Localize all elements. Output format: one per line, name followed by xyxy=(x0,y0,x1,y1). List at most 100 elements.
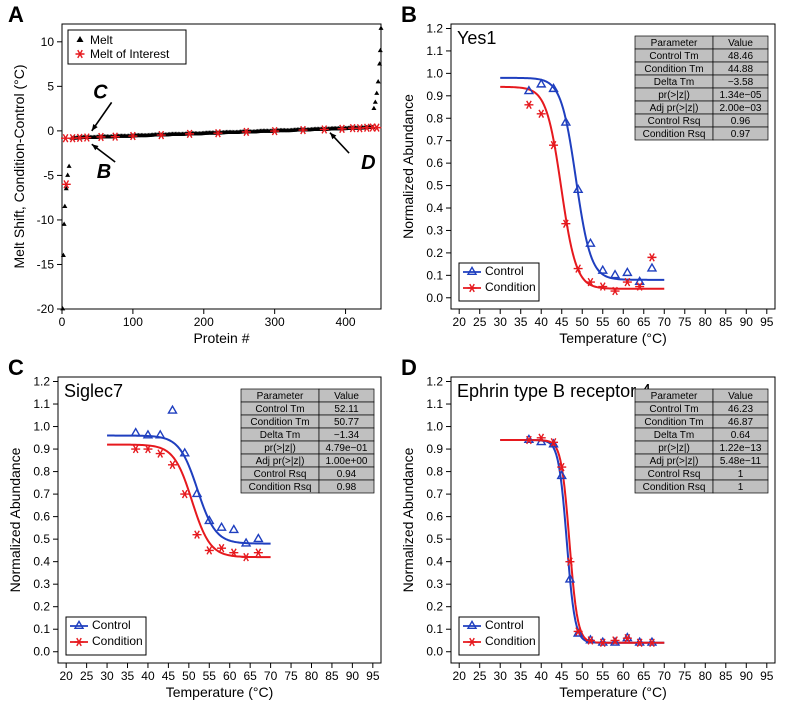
svg-text:0.6: 0.6 xyxy=(33,510,50,524)
svg-text:50: 50 xyxy=(182,669,196,683)
svg-text:5: 5 xyxy=(47,79,54,93)
svg-text:35: 35 xyxy=(121,669,135,683)
svg-text:80: 80 xyxy=(305,669,319,683)
svg-text:70: 70 xyxy=(264,669,278,683)
svg-text:Condition Tm: Condition Tm xyxy=(644,417,703,428)
svg-text:55: 55 xyxy=(596,669,610,683)
svg-text:-5: -5 xyxy=(43,168,54,182)
svg-text:0.4: 0.4 xyxy=(426,201,443,215)
svg-text:65: 65 xyxy=(637,669,651,683)
svg-text:4.79e−01: 4.79e−01 xyxy=(326,443,368,454)
svg-text:0.97: 0.97 xyxy=(731,129,751,140)
svg-text:46.87: 46.87 xyxy=(728,417,753,428)
svg-text:1.1: 1.1 xyxy=(426,44,443,58)
svg-text:55: 55 xyxy=(596,315,610,329)
svg-text:Control: Control xyxy=(92,618,131,632)
svg-text:25: 25 xyxy=(80,669,94,683)
svg-text:45: 45 xyxy=(162,669,176,683)
svg-text:0.3: 0.3 xyxy=(426,223,443,237)
svg-text:45: 45 xyxy=(555,315,569,329)
svg-text:Control Rsq: Control Rsq xyxy=(254,469,307,480)
svg-text:B: B xyxy=(97,161,111,183)
svg-text:0.94: 0.94 xyxy=(337,469,357,480)
svg-text:Melt: Melt xyxy=(90,33,113,47)
svg-text:Protein #: Protein # xyxy=(193,330,249,346)
svg-text:48.46: 48.46 xyxy=(728,51,753,62)
svg-text:A: A xyxy=(8,2,24,27)
svg-text:0.6: 0.6 xyxy=(426,156,443,170)
svg-text:65: 65 xyxy=(243,669,257,683)
svg-text:1.0: 1.0 xyxy=(33,420,50,434)
svg-text:0.0: 0.0 xyxy=(426,645,443,659)
svg-text:1.22e−13: 1.22e−13 xyxy=(720,443,762,454)
svg-text:1.1: 1.1 xyxy=(33,397,50,411)
svg-text:Control Tm: Control Tm xyxy=(649,404,698,415)
svg-text:30: 30 xyxy=(494,669,508,683)
svg-text:40: 40 xyxy=(535,315,549,329)
svg-text:pr(>|z|): pr(>|z|) xyxy=(264,443,296,454)
svg-text:75: 75 xyxy=(284,669,298,683)
svg-text:60: 60 xyxy=(223,669,237,683)
svg-text:0.2: 0.2 xyxy=(426,246,443,260)
svg-text:Yes1: Yes1 xyxy=(457,28,496,48)
svg-text:0.4: 0.4 xyxy=(33,555,50,569)
svg-text:80: 80 xyxy=(699,669,713,683)
svg-text:0.7: 0.7 xyxy=(33,487,50,501)
svg-text:85: 85 xyxy=(325,669,339,683)
svg-text:5.48e−11: 5.48e−11 xyxy=(720,456,762,467)
svg-text:0.8: 0.8 xyxy=(426,111,443,125)
svg-text:0.5: 0.5 xyxy=(426,532,443,546)
svg-text:400: 400 xyxy=(336,315,356,329)
svg-text:45: 45 xyxy=(555,669,569,683)
svg-text:Parameter: Parameter xyxy=(651,391,698,402)
svg-text:0.9: 0.9 xyxy=(33,442,50,456)
svg-text:0.5: 0.5 xyxy=(426,179,443,193)
svg-text:Condition: Condition xyxy=(92,634,143,648)
svg-text:75: 75 xyxy=(678,669,692,683)
svg-text:0.8: 0.8 xyxy=(33,465,50,479)
svg-text:Control: Control xyxy=(485,618,524,632)
svg-text:-10: -10 xyxy=(37,213,55,227)
svg-text:Condition Tm: Condition Tm xyxy=(250,417,309,428)
svg-text:60: 60 xyxy=(617,669,631,683)
svg-text:0.98: 0.98 xyxy=(337,482,357,493)
svg-text:2.00e−03: 2.00e−03 xyxy=(720,103,762,114)
svg-text:1: 1 xyxy=(738,469,744,480)
svg-text:Normalized Abundance: Normalized Abundance xyxy=(7,447,23,592)
svg-text:Delta Tm: Delta Tm xyxy=(654,430,694,441)
svg-text:40: 40 xyxy=(141,669,155,683)
svg-text:Temperature (°C): Temperature (°C) xyxy=(559,330,667,346)
svg-text:65: 65 xyxy=(637,315,651,329)
panel-c: 202530354045505560657075808590950.00.10.… xyxy=(0,353,393,707)
svg-text:90: 90 xyxy=(740,315,754,329)
svg-text:50.77: 50.77 xyxy=(334,417,359,428)
svg-text:80: 80 xyxy=(699,315,713,329)
svg-text:Adj pr(>|z|): Adj pr(>|z|) xyxy=(650,456,699,467)
svg-text:0.9: 0.9 xyxy=(426,89,443,103)
svg-text:0.64: 0.64 xyxy=(731,430,751,441)
svg-text:0.1: 0.1 xyxy=(426,268,443,282)
svg-text:Condition Rsq: Condition Rsq xyxy=(643,482,706,493)
svg-text:-15: -15 xyxy=(37,257,55,271)
panel-d: 202530354045505560657075808590950.00.10.… xyxy=(393,353,787,707)
svg-text:Condition: Condition xyxy=(485,634,536,648)
svg-text:10: 10 xyxy=(41,35,55,49)
svg-text:300: 300 xyxy=(265,315,285,329)
svg-text:Ephrin type B receptor 4: Ephrin type B receptor 4 xyxy=(457,381,651,401)
svg-text:Parameter: Parameter xyxy=(651,38,698,49)
svg-text:35: 35 xyxy=(514,315,528,329)
svg-text:B: B xyxy=(401,2,417,27)
svg-text:100: 100 xyxy=(123,315,143,329)
svg-text:Temperature (°C): Temperature (°C) xyxy=(559,684,667,700)
svg-text:1.1: 1.1 xyxy=(426,397,443,411)
svg-text:Control Tm: Control Tm xyxy=(255,404,304,415)
svg-text:0.5: 0.5 xyxy=(33,532,50,546)
svg-text:75: 75 xyxy=(678,315,692,329)
svg-text:Control Rsq: Control Rsq xyxy=(648,469,701,480)
svg-text:Control Rsq: Control Rsq xyxy=(648,116,701,127)
svg-text:46.23: 46.23 xyxy=(728,404,753,415)
svg-text:Parameter: Parameter xyxy=(257,391,304,402)
svg-text:0.9: 0.9 xyxy=(426,442,443,456)
svg-text:Melt Shift, Condition-Control: Melt Shift, Condition-Control (°C) xyxy=(11,65,27,269)
svg-text:Delta Tm: Delta Tm xyxy=(260,430,300,441)
